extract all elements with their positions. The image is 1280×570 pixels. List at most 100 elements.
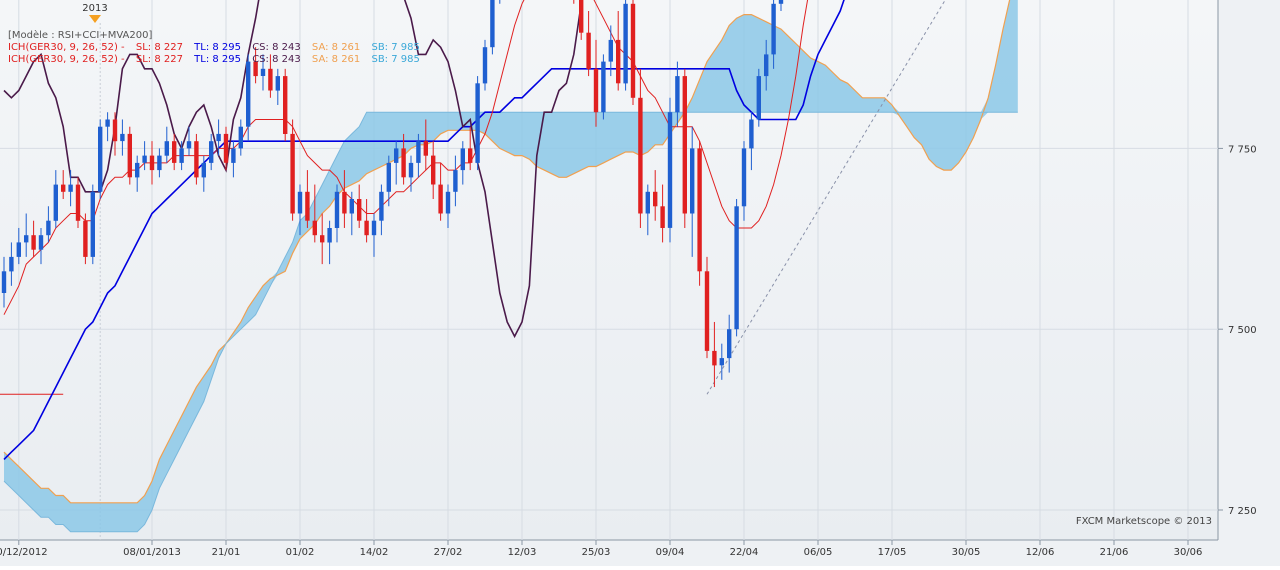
candle-body xyxy=(667,112,673,228)
x-tick-label: 09/04 xyxy=(656,547,685,558)
candle-body xyxy=(149,155,155,171)
candle-body xyxy=(394,148,399,163)
candle-body xyxy=(690,148,695,214)
x-axis-background xyxy=(0,540,1218,566)
indicator-line-2: ICH(GER30, 9, 26, 52) - SL: 8 227 TL: 8 … xyxy=(8,54,420,66)
x-tick-label: 22/04 xyxy=(730,547,759,558)
candle-body xyxy=(764,54,769,77)
candle-body xyxy=(9,256,14,272)
candle-body xyxy=(608,39,613,62)
candle-body xyxy=(268,68,273,91)
candle-body xyxy=(246,61,251,127)
candle-body xyxy=(46,220,51,236)
candle-body xyxy=(164,141,169,156)
indicator-line-1: ICH(GER30, 9, 26, 52) - SL: 8 227 TL: 8 … xyxy=(8,42,420,54)
candle-body xyxy=(704,271,710,351)
candle-body xyxy=(1,271,7,293)
candle-body xyxy=(490,0,495,48)
x-tick-label: 10/12/2012 xyxy=(0,547,48,558)
y-axis-background xyxy=(1218,0,1280,566)
candle-body xyxy=(778,0,784,4)
candle-body xyxy=(90,191,95,257)
candle-body xyxy=(601,61,606,113)
x-tick-label: 30/06 xyxy=(1174,547,1203,558)
candle-body xyxy=(616,39,621,84)
candle-body xyxy=(312,220,317,236)
candle-body xyxy=(231,148,236,163)
candle-body xyxy=(290,133,295,214)
candle-body xyxy=(297,191,303,214)
candle-body xyxy=(127,133,132,178)
candle-body xyxy=(179,148,184,163)
year-marker: 2013 xyxy=(82,3,108,23)
kijun-sen-line xyxy=(3,0,845,460)
x-tick-label: 27/02 xyxy=(434,547,463,558)
candle-body xyxy=(105,119,110,127)
candle-body xyxy=(460,148,465,171)
candle-body xyxy=(386,162,391,192)
y-tick-label: 7 750 xyxy=(1228,144,1257,155)
watermark: FXCM Marketscope © 2013 xyxy=(1076,516,1212,527)
candle-body xyxy=(342,191,347,214)
candle-body xyxy=(445,191,451,214)
grid xyxy=(0,0,1218,540)
candle-body xyxy=(734,206,739,330)
candle-body xyxy=(653,191,658,207)
candle-body xyxy=(712,350,717,366)
indicator-name: ICH(GER30, 9, 26, 52) - xyxy=(8,42,125,53)
candle-body xyxy=(408,162,414,178)
tl-value: TL: 8 295 xyxy=(194,42,242,53)
candle-body xyxy=(201,162,206,178)
candle-body xyxy=(453,170,458,192)
candle-body xyxy=(438,184,443,214)
year-marker-triangle xyxy=(89,15,101,23)
candle-body xyxy=(401,148,406,178)
candle-body xyxy=(431,155,436,185)
sl-value: SL: 8 227 xyxy=(135,54,183,65)
candle-body xyxy=(83,220,88,257)
sb-value: SB: 7 985 xyxy=(371,54,420,65)
candle-body xyxy=(112,119,118,142)
senkou-span-b-line xyxy=(3,111,1018,533)
candle-body xyxy=(216,133,221,142)
candle-body xyxy=(423,141,428,156)
candle-body xyxy=(194,141,199,178)
sa-value: SA: 8 261 xyxy=(311,54,361,65)
candle-body xyxy=(749,119,754,149)
x-tick-label: 01/02 xyxy=(286,547,315,558)
year-marker-label: 2013 xyxy=(82,3,107,14)
x-tick-label: 21/01 xyxy=(212,547,241,558)
x-tick-label: 14/02 xyxy=(360,547,389,558)
candle-body xyxy=(98,126,103,192)
y-tick-label: 7 500 xyxy=(1228,325,1257,336)
candle-body xyxy=(142,155,147,163)
x-tick-label: 30/05 xyxy=(952,547,981,558)
candle-body xyxy=(223,133,229,163)
candle-body xyxy=(771,3,776,55)
x-tick-label: 06/05 xyxy=(804,547,833,558)
x-tick-label: 08/01/2013 xyxy=(123,547,181,558)
candle-body xyxy=(630,3,636,98)
candle-body xyxy=(120,133,125,142)
indicator-name: ICH(GER30, 9, 26, 52) - xyxy=(8,54,125,65)
cs-value: CS: 8 243 xyxy=(252,42,301,53)
candle-body xyxy=(586,32,591,69)
candle-body xyxy=(660,206,665,228)
candle-body xyxy=(371,220,377,236)
model-label: [Modèle : RSI+CCI+MVA200] xyxy=(8,30,153,41)
tl-value: TL: 8 295 xyxy=(194,54,242,65)
candle-body xyxy=(675,76,680,113)
plot-background xyxy=(0,0,1218,540)
candle-body xyxy=(305,191,310,221)
candle-body xyxy=(682,76,687,214)
candle-body xyxy=(697,148,702,272)
candle-body xyxy=(283,76,288,134)
candle-body xyxy=(320,235,325,243)
x-tick-label: 17/05 xyxy=(878,547,907,558)
cs-value: CS: 8 243 xyxy=(252,54,301,65)
candle-body xyxy=(238,126,243,149)
x-tick-label: 12/06 xyxy=(1026,547,1055,558)
